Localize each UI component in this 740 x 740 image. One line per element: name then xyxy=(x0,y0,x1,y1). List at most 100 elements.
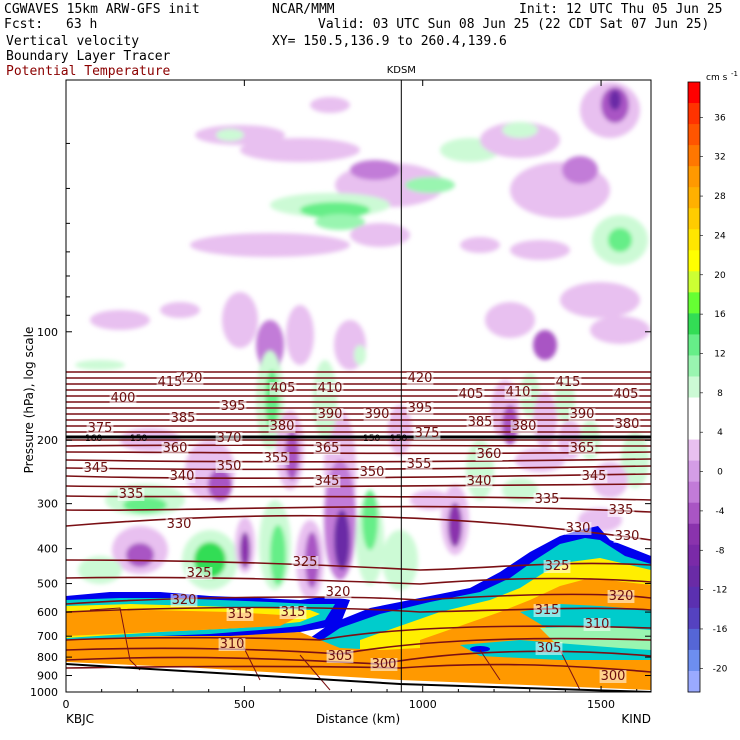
y-tick-label: 400 xyxy=(37,543,58,556)
theta-label: 305 xyxy=(328,649,353,664)
theta-label: 405 xyxy=(271,381,296,396)
theta-label-bg xyxy=(161,442,189,455)
theta-label-bg xyxy=(564,522,592,535)
colorbar-swatch xyxy=(688,439,700,462)
colorbar-tick-label: -8 xyxy=(716,546,725,556)
theta-label-bg xyxy=(405,458,433,471)
theta-label: 380 xyxy=(512,419,537,434)
theta-label-bg xyxy=(165,518,193,531)
colorbar-swatch xyxy=(688,670,700,693)
tropopause-label: 150 xyxy=(130,434,147,444)
y-tick-label: 300 xyxy=(37,498,58,511)
theta-label-bg xyxy=(169,412,197,425)
theta-label-bg xyxy=(82,462,110,475)
theta-label: 320 xyxy=(326,585,351,600)
colorbar-swatch xyxy=(688,376,700,399)
theta-label: 370 xyxy=(217,431,242,446)
theta-label: 345 xyxy=(84,461,109,476)
colorbar: 36 32 28 24 20 16 12 8 4 0 -4 -8 -12 -16 -20 xyxy=(687,81,728,693)
colorbar-tick-label: 24 xyxy=(714,231,726,241)
header-init: Init: 12 UTC Thu 05 Jun 25 xyxy=(519,2,723,17)
theta-label: 335 xyxy=(119,487,144,502)
colorbar-swatch xyxy=(688,124,700,146)
header-xy: XY= 150.5,136.9 to 260.4,139.6 xyxy=(272,34,507,49)
theta-label: 350 xyxy=(360,465,385,480)
theta-label: 305 xyxy=(537,641,562,656)
colorbar-swatch xyxy=(688,481,700,504)
theta-label-bg xyxy=(316,382,344,395)
theta-label: 380 xyxy=(615,417,640,432)
colorbar-swatch xyxy=(688,397,700,420)
colorbar-tick-label: -4 xyxy=(716,507,725,517)
theta-label: 380 xyxy=(270,419,295,434)
theta-contour xyxy=(299,654,331,691)
theta-label-bg xyxy=(457,388,485,401)
theta-label: 365 xyxy=(570,441,595,456)
theta-label-bg xyxy=(406,402,434,415)
y-tick-label: 200 xyxy=(37,434,58,447)
theta-label-bg xyxy=(219,400,247,413)
theta-label-bg xyxy=(313,475,341,488)
theta-label: 365 xyxy=(315,441,340,456)
theta-label-bg xyxy=(465,475,493,488)
theta-label-bg xyxy=(568,442,596,455)
theta-label: 310 xyxy=(585,617,610,632)
theta-label: 345 xyxy=(315,474,340,489)
theta-label-bg xyxy=(554,376,582,389)
theta-contour xyxy=(66,458,651,463)
colorbar-tick-label: 4 xyxy=(717,428,723,438)
colorbar-tick-label: 16 xyxy=(714,310,726,320)
theta-label: 330 xyxy=(167,517,192,532)
theta-contour xyxy=(66,514,651,541)
header-fcst-value: 63 h xyxy=(66,17,98,32)
colorbar-tick-label: -12 xyxy=(713,586,728,596)
colorbar-swatch xyxy=(688,418,700,441)
theta-label: 375 xyxy=(88,421,113,436)
theta-label: 320 xyxy=(609,589,634,604)
theta-label-bg xyxy=(607,590,635,603)
terrain-line xyxy=(66,663,651,692)
colorbar-tick-label: -16 xyxy=(713,625,728,635)
theta-label-bg xyxy=(607,504,635,517)
tropopause-label: 150 xyxy=(390,434,407,444)
theta-label-bg xyxy=(580,470,608,483)
colorbar-swatch xyxy=(688,250,700,272)
theta-label: 415 xyxy=(556,375,581,390)
theta-label-bg xyxy=(504,386,532,399)
theta-label: 360 xyxy=(477,447,502,462)
theta-label: 335 xyxy=(609,503,634,518)
theta-label-bg xyxy=(363,408,391,421)
x-tick-label: 500 xyxy=(234,698,255,711)
theta-label: 325 xyxy=(293,555,318,570)
x-tick-label: 1500 xyxy=(587,698,615,711)
theta-label-bg xyxy=(170,594,198,607)
theta-label-bg xyxy=(612,388,640,401)
theta-label-bg xyxy=(406,372,434,385)
y-tick-label: 100 xyxy=(37,326,58,339)
colorbar-tick-label: 12 xyxy=(714,349,725,359)
theta-label-bg xyxy=(156,376,184,389)
theta-label: 355 xyxy=(264,451,289,466)
colorbar-swatch xyxy=(688,82,700,104)
theta-label: 395 xyxy=(408,401,433,416)
theta-label-bg xyxy=(533,493,561,506)
theta-contour xyxy=(66,505,651,513)
y-axis-label: Pressure (hPa), log scale xyxy=(22,327,36,474)
theta-label-bg xyxy=(215,432,243,445)
theta-label: 385 xyxy=(171,411,196,426)
colorbar-swatch xyxy=(688,649,700,672)
y-tick-label: 700 xyxy=(37,630,58,643)
theta-label: 360 xyxy=(163,441,188,456)
x-axis-label: Distance (km) xyxy=(316,712,400,726)
y-tick-label: 800 xyxy=(37,651,58,664)
theta-label-bg xyxy=(86,422,114,435)
colorbar-swatch xyxy=(688,166,700,188)
theta-label-bg xyxy=(358,466,386,479)
theta-label-bg xyxy=(413,427,441,440)
theta-label: 315 xyxy=(281,605,306,620)
marker-station-label: KDSM xyxy=(387,65,416,76)
colorbar-swatch xyxy=(688,103,700,125)
theta-contour xyxy=(66,625,651,641)
theta-label: 385 xyxy=(468,415,493,430)
colorbar-swatch xyxy=(688,586,700,609)
